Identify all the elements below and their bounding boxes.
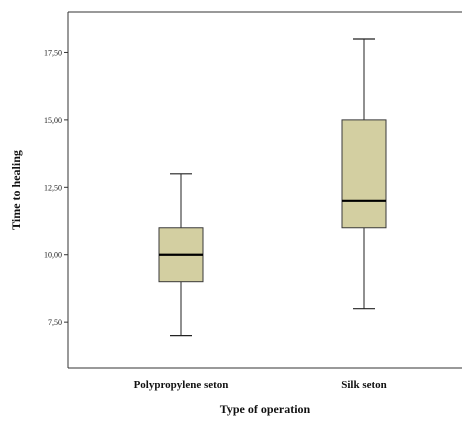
y-axis-title: Time to healing	[9, 150, 23, 230]
boxes	[158, 38, 387, 337]
y-tick-label: 7,50	[48, 318, 62, 327]
box-1	[158, 173, 204, 337]
iqr-box	[341, 119, 387, 229]
y-tick-label: 15,00	[44, 116, 62, 125]
y-tick-label: 10,00	[44, 251, 62, 260]
y-ticks: 7,50 10,00 12,50 15,00 17,50	[44, 48, 68, 327]
y-tick-label: 17,50	[44, 48, 62, 57]
category-label: Polypropylene seton	[134, 379, 229, 391]
category-labels: Polypropylene seton Silk seton	[134, 379, 387, 391]
y-tick-label: 12,50	[44, 183, 62, 192]
box-2	[341, 38, 387, 310]
x-axis-title: Type of operation	[220, 402, 311, 416]
category-label: Silk seton	[341, 379, 387, 391]
